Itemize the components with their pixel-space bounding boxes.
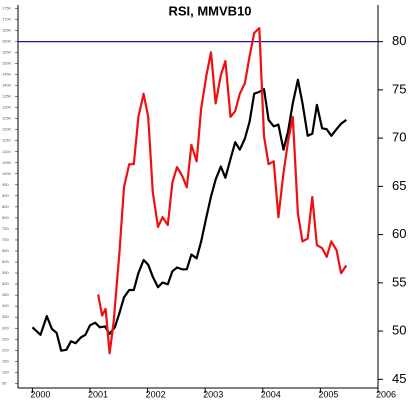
y2-tick-label: 70: [392, 130, 406, 145]
y-tick-label: 900: [2, 193, 9, 198]
y2-tick-label: 80: [392, 33, 406, 48]
x-tick-label: 2006: [376, 389, 396, 399]
y-tick-label: 100: [2, 369, 9, 374]
series-line: [97, 27, 348, 355]
y-tick-label: 1350: [2, 94, 12, 99]
x-tick-label: 2005: [318, 389, 338, 399]
x-tick-label: 2004: [261, 389, 281, 399]
y-tick-label: 1750: [2, 5, 12, 10]
series-line: [31, 78, 347, 352]
y-tick-label: 500: [2, 281, 9, 286]
y2-tick-label: 65: [392, 178, 406, 193]
y2-tick-label: 50: [392, 323, 406, 338]
y-tick-label: 950: [2, 182, 9, 187]
y-tick-label: 250: [2, 336, 9, 341]
y-tick-label: 1400: [2, 83, 12, 88]
y-tick-label: 50: [2, 380, 7, 385]
y-tick-label: 1150: [2, 138, 11, 143]
y-tick-label: 850: [2, 204, 9, 209]
y-tick-label: 550: [2, 270, 9, 275]
y-tick-label: 1200: [2, 127, 12, 132]
y-tick-label: 1550: [2, 49, 12, 54]
y-tick-label: 750: [2, 226, 9, 231]
y-tick-label: 800: [2, 215, 9, 220]
y2-tick-label: 45: [392, 371, 406, 386]
y-tick-label: 450: [2, 292, 9, 297]
y2-tick-label: 75: [392, 81, 406, 96]
y-tick-label: 300: [2, 325, 9, 330]
chart-title: RSI, MMVB10: [168, 3, 251, 18]
y-tick-label: 1450: [2, 72, 12, 77]
y-tick-label: 1100: [2, 149, 11, 154]
y-tick-label: 400: [2, 303, 9, 308]
y-tick-label: 1250: [2, 116, 12, 121]
x-tick-label: 2000: [30, 389, 50, 399]
y-tick-label: 1650: [2, 27, 12, 32]
y-tick-label: 150: [2, 358, 9, 363]
y-tick-label: 600: [2, 259, 9, 264]
y-tick-label: 650: [2, 248, 9, 253]
y-tick-label: 350: [2, 314, 9, 319]
y-tick-label: 1600: [2, 38, 12, 43]
y-tick-label: 1300: [2, 105, 12, 110]
y-tick-label: 700: [2, 237, 9, 242]
x-tick-label: 2002: [146, 389, 166, 399]
x-tick-label: 2003: [203, 389, 223, 399]
x-tick-label: 2001: [88, 389, 108, 399]
y-tick-label: 1000: [2, 171, 12, 176]
y2-tick-label: 55: [392, 274, 406, 289]
y-tick-label: 200: [2, 347, 9, 352]
y-tick-label: 1050: [2, 160, 12, 165]
y-tick-label: 1700: [2, 16, 12, 21]
y2-tick-label: 60: [392, 226, 406, 241]
y-tick-label: 1500: [2, 61, 12, 66]
